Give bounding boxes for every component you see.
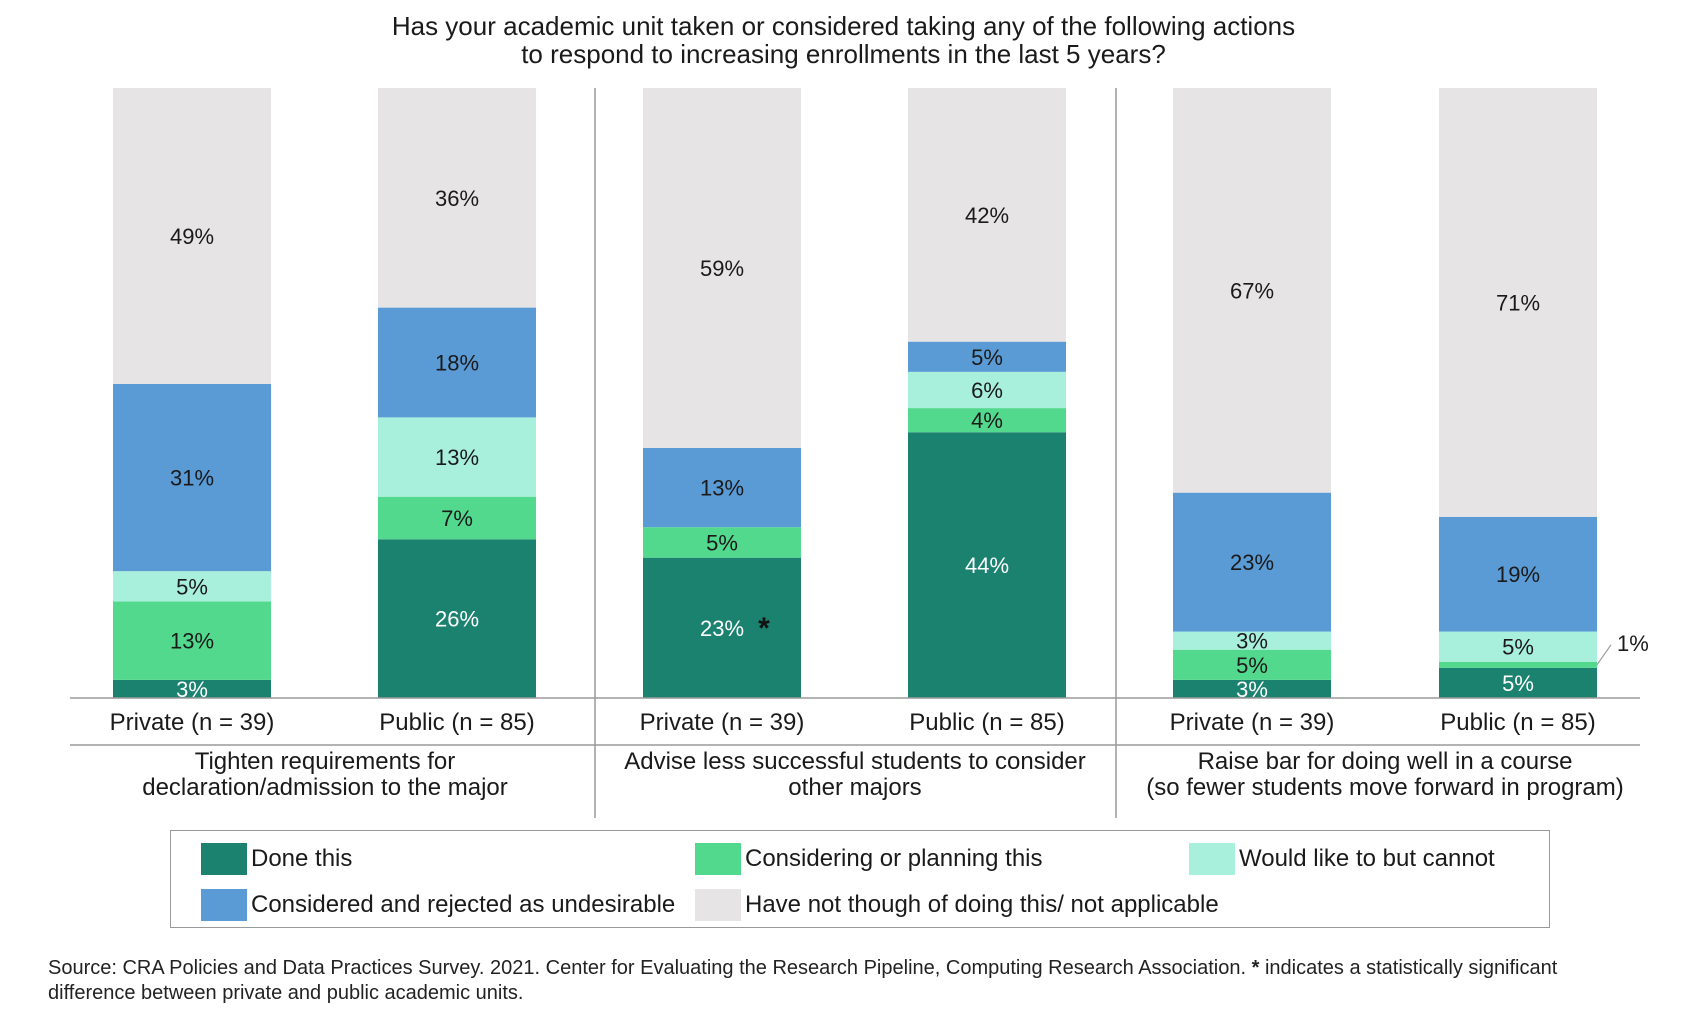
data-label-rejected-g2-b1: 13% — [700, 476, 744, 501]
category-label-g1-b1: Private (n = 39) — [110, 709, 275, 736]
data-label-done-g2-b1: 23% — [700, 616, 744, 641]
data-label-rejected-g2-b2: 5% — [971, 345, 1003, 370]
bar-segment-rejected-g2-b1 — [643, 447, 801, 528]
data-label-would_like-g1-b1: 5% — [176, 574, 208, 599]
bar-segment-not_thought-g2-b1 — [643, 88, 801, 448]
bar-segment-not_thought-g3-b1 — [1173, 88, 1331, 493]
bar-segment-considering-g1-b2 — [378, 496, 536, 540]
category-label-g1-b2: Public (n = 85) — [379, 709, 534, 736]
legend-label-would_like: Would like to but cannot — [1239, 845, 1495, 872]
legend-item-considering: Considering or planning this — [695, 843, 1043, 875]
data-label-considering-g1-b1: 13% — [170, 629, 214, 654]
data-label-considering-g2-b2: 4% — [971, 408, 1003, 433]
source-text: Source: CRA Policies and Data Practices … — [48, 957, 1247, 979]
data-label-considering-g3-b2: 1% — [1617, 631, 1649, 656]
data-label-would_like-g3-b2: 5% — [1502, 635, 1534, 660]
data-label-done-g3-b2: 5% — [1502, 671, 1534, 696]
legend-item-would_like: Would like to but cannot — [1189, 843, 1495, 875]
data-label-considering-g2-b1: 5% — [706, 530, 738, 555]
data-label-not_thought-g3-b1: 67% — [1230, 278, 1274, 303]
category-label-g2-b1: Private (n = 39) — [640, 709, 805, 736]
bar-segment-done-g3-b1 — [1173, 679, 1331, 698]
legend-swatch-done — [201, 843, 247, 875]
group-label-2-line-2: other majors — [788, 774, 921, 801]
legend-swatch-would_like — [1189, 843, 1235, 875]
bar-segment-considering-g1-b1 — [113, 601, 271, 680]
data-label-considering-g1-b2: 7% — [441, 506, 473, 531]
legend-label-not_thought: Have not though of doing this/ not appli… — [745, 891, 1219, 918]
chart-title-line-1: Has your academic unit taken or consider… — [391, 11, 1296, 41]
legend-label-rejected: Considered and rejected as undesirable — [251, 891, 676, 918]
bar-segment-not_thought-g2-b2 — [908, 88, 1066, 342]
data-label-not_thought-g3-b2: 71% — [1496, 290, 1540, 315]
legend-swatch-considering — [695, 843, 741, 875]
legend-label-considering: Considering or planning this — [745, 845, 1043, 872]
chart-title-line-2: to respond to increasing enrollments in … — [521, 39, 1166, 69]
data-label-not_thought-g1-b2: 36% — [435, 186, 479, 211]
bar-segment-rejected-g2-b2 — [908, 341, 1066, 372]
category-label-g3-b2: Public (n = 85) — [1440, 709, 1595, 736]
source-note: Source: CRA Policies and Data Practices … — [48, 956, 1648, 1006]
stacked-bar-chart: 3% 13% 5% 31% 49% Private (n = 39) 26% 7% 13% 18%… — [70, 88, 1649, 818]
bar-segment-rejected-g3-b1 — [1173, 492, 1331, 632]
legend-label-done: Done this — [251, 845, 353, 872]
category-label-g2-b2: Public (n = 85) — [909, 709, 1064, 736]
legend-item-done: Done this — [201, 843, 352, 875]
bar-segment-not_thought-g1-b1 — [113, 88, 271, 384]
bar-segment-would_like-g3-b2 — [1439, 631, 1597, 662]
bar-segment-would_like-g1-b2 — [378, 417, 536, 497]
bar-segment-would_like-g1-b1 — [113, 571, 271, 602]
bar-segment-considering-g2-b1 — [643, 527, 801, 558]
source-significance-note: indicates a statistically significant di… — [48, 957, 1558, 1004]
data-label-rejected-g1-b1: 31% — [170, 466, 214, 491]
bar-segment-not_thought-g1-b2 — [378, 88, 536, 308]
significance-marker-g2-b1: * — [758, 612, 770, 645]
bar-segment-rejected-g3-b2 — [1439, 516, 1597, 632]
legend-swatch-rejected — [201, 889, 247, 921]
data-label-not_thought-g2-b2: 42% — [965, 203, 1009, 228]
legend-item-not_thought: Have not though of doing this/ not appli… — [695, 889, 1219, 921]
bar-segment-not_thought-g3-b2 — [1439, 88, 1597, 517]
data-label-not_thought-g1-b1: 49% — [170, 224, 214, 249]
leader-line-considering-g3-b2 — [1596, 644, 1612, 666]
bar-segment-done-g1-b1 — [113, 679, 271, 698]
data-label-considering-g3-b1: 5% — [1236, 653, 1268, 678]
data-label-done-g2-b2: 44% — [965, 553, 1009, 578]
bar-segment-considering-g3-b1 — [1173, 649, 1331, 680]
group-label-2-line-1: Advise less successful students to consi… — [624, 748, 1086, 775]
bar-segment-done-g2-b2 — [908, 432, 1066, 698]
legend-swatch-not_thought — [695, 889, 741, 921]
source-marker: * — [1251, 957, 1260, 979]
bar-segment-done-g1-b2 — [378, 539, 536, 698]
group-label-3-line-1: Raise bar for doing well in a course — [1198, 748, 1573, 775]
data-label-would_like-g1-b2: 13% — [435, 445, 479, 470]
data-label-rejected-g3-b1: 23% — [1230, 550, 1274, 575]
data-label-would_like-g3-b1: 3% — [1236, 629, 1268, 654]
group-label-3-line-2: (so fewer students move forward in progr… — [1146, 774, 1624, 801]
legend-item-rejected: Considered and rejected as undesirable — [201, 889, 675, 921]
bar-segment-done-g3-b2 — [1439, 667, 1597, 698]
bar-segment-considering-g2-b2 — [908, 408, 1066, 433]
group-label-1-line-2: declaration/admission to the major — [142, 774, 508, 801]
bar-segment-considering-g3-b2 — [1439, 661, 1597, 668]
chart-title: Has your academic unit taken or consider… — [0, 12, 1687, 68]
data-label-not_thought-g2-b1: 59% — [700, 256, 744, 281]
bar-segment-would_like-g2-b2 — [908, 371, 1066, 409]
bar-segment-rejected-g1-b2 — [378, 307, 536, 418]
data-label-done-g1-b2: 26% — [435, 607, 479, 632]
bar-segment-would_like-g3-b1 — [1173, 631, 1331, 650]
legend: Done this Considering or planning this Wou… — [170, 830, 1550, 928]
group-label-1-line-1: Tighten requirements for — [195, 748, 456, 775]
data-label-would_like-g2-b2: 6% — [971, 378, 1003, 403]
category-label-g3-b1: Private (n = 39) — [1170, 709, 1335, 736]
bar-segment-done-g2-b1 — [643, 557, 801, 698]
bar-segment-rejected-g1-b1 — [113, 383, 271, 572]
data-label-rejected-g3-b2: 19% — [1496, 562, 1540, 587]
data-label-rejected-g1-b2: 18% — [435, 351, 479, 376]
